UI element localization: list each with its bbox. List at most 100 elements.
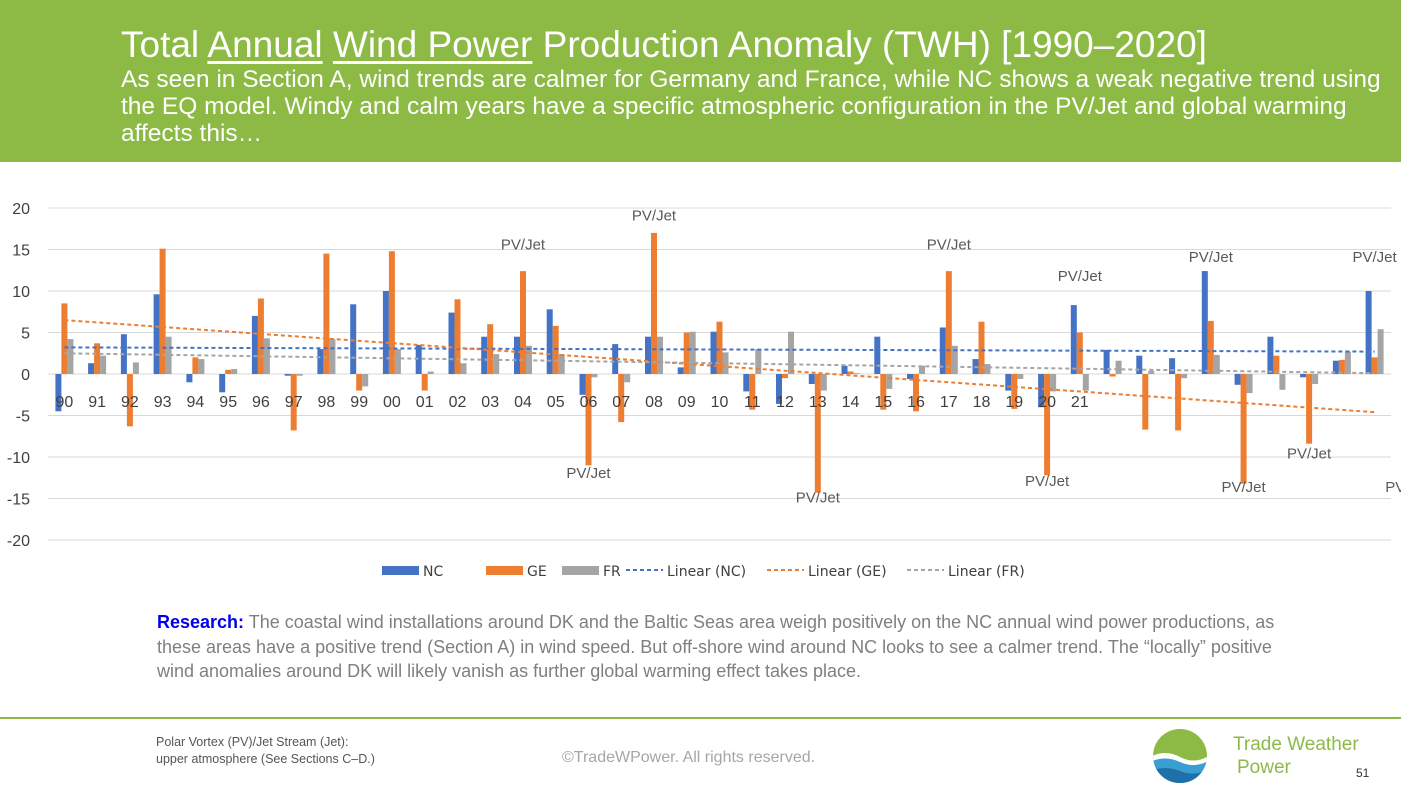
trendline <box>64 352 1375 375</box>
bar-nc <box>382 291 389 374</box>
y-tick-label: 0 <box>21 367 30 384</box>
bar-ge <box>487 324 494 374</box>
trendline <box>64 346 1375 353</box>
anomaly-bar-chart: 20 15 10 5 0 -5 -10 -15 -20 90 91 92 93 94 95 96 97 98 99 0… <box>7 201 1401 580</box>
legend-label: NC <box>423 564 443 580</box>
x-tick-label: 18 <box>973 394 991 411</box>
x-tick-label: 13 <box>809 394 827 411</box>
bar-nc <box>645 336 651 374</box>
x-tick-label: 08 <box>645 394 663 411</box>
pvjet-annotation: PV/Jet <box>1287 446 1332 463</box>
bar-fr <box>460 363 467 374</box>
bar-nc <box>579 374 586 395</box>
pvjet-annotation: PV/Jet <box>1189 249 1234 266</box>
bar-fr <box>1148 370 1155 374</box>
y-tick-label: 15 <box>12 243 30 260</box>
bar-nc <box>514 336 520 374</box>
x-tick-label: 10 <box>711 394 729 411</box>
bar-fr <box>919 365 925 374</box>
bar-nc <box>186 374 193 383</box>
bar-nc <box>1038 374 1045 408</box>
x-tick-label: 06 <box>580 394 598 411</box>
bar-ge <box>1207 320 1214 374</box>
bar-nc <box>350 304 357 374</box>
bar-ge <box>847 371 854 374</box>
x-tick-label: 20 <box>1038 394 1056 411</box>
bar-fr <box>198 359 205 374</box>
bar-ge <box>1306 374 1313 444</box>
bar-fr <box>689 331 696 374</box>
bar-fr <box>591 374 598 378</box>
title-wind-power: Wind Power <box>332 24 533 65</box>
x-tick-label: 21 <box>1071 394 1089 411</box>
bar-fr <box>1246 374 1253 394</box>
page-number: 51 <box>1356 766 1370 780</box>
y-tick-label: -20 <box>7 533 30 550</box>
bar-ge <box>945 271 952 374</box>
pvjet-annotation: PV/Jet <box>501 237 546 254</box>
x-tick-label: 92 <box>121 394 139 411</box>
bar-nc <box>1070 305 1077 374</box>
bar-nc <box>1267 336 1274 374</box>
bar-fr <box>1115 360 1122 374</box>
bar-ge <box>618 374 625 423</box>
bar-fr <box>820 374 827 391</box>
research-text: The coastal wind installations around DK… <box>157 612 1275 681</box>
bar-nc <box>1365 291 1372 374</box>
bar-ge <box>1338 359 1345 374</box>
x-tick-label: 00 <box>383 394 401 411</box>
bar-nc <box>448 312 455 374</box>
x-tick-label: 04 <box>514 394 532 411</box>
bar-nc <box>710 331 717 374</box>
bar-nc <box>481 336 488 374</box>
legend-label: Linear (GE) <box>808 564 887 580</box>
x-tick-label: 99 <box>350 394 368 411</box>
x-tick-label: 19 <box>1005 394 1023 411</box>
brand-line-2: Power <box>1237 757 1291 778</box>
x-tick-label: 15 <box>874 394 892 411</box>
bar-nc <box>1169 358 1176 374</box>
bar-nc <box>1005 374 1012 391</box>
bar-fr <box>67 339 74 374</box>
x-tick-label: 01 <box>416 394 434 411</box>
bar-fr <box>427 371 434 374</box>
legend-label: Linear (NC) <box>667 564 746 580</box>
bar-fr <box>1279 374 1286 390</box>
bar-fr <box>132 362 139 374</box>
footnote-line-1: Polar Vortex (PV)/Jet Stream (Jet): <box>156 735 349 749</box>
bar-fr <box>1017 374 1024 379</box>
bar-ge <box>880 374 887 410</box>
brand-name: Trade Weather Power <box>1233 733 1359 779</box>
bar-fr <box>558 354 565 374</box>
y-tick-label: -5 <box>16 409 30 426</box>
bar-ge <box>1011 374 1018 409</box>
x-tick-label: 95 <box>219 394 237 411</box>
bar-fr <box>165 336 172 374</box>
bar-ge <box>126 374 133 427</box>
bar-nc <box>1332 360 1339 374</box>
bar-nc <box>546 309 553 374</box>
y-tick-label: -15 <box>7 492 30 509</box>
x-tick-label: 90 <box>56 394 74 411</box>
bar-nc <box>841 365 848 374</box>
bar-nc <box>251 315 258 374</box>
bar-ge <box>1109 374 1116 377</box>
bar-fr <box>362 374 369 387</box>
bar-ge <box>814 374 821 493</box>
legend-swatch <box>382 566 419 575</box>
bar-fr <box>951 345 958 374</box>
x-tick-label: 12 <box>776 394 794 411</box>
bar-ge <box>683 332 690 374</box>
bar-ge <box>454 299 461 374</box>
bar-ge <box>1076 332 1083 374</box>
pvjet-annotation: PV/Jet <box>1353 249 1398 266</box>
bar-nc <box>1201 271 1208 374</box>
footnote-line-2: upper atmosphere (See Sections C–D.) <box>156 752 375 766</box>
x-tick-label: 17 <box>940 394 958 411</box>
bar-nc <box>1234 374 1241 385</box>
bar-nc <box>907 374 913 379</box>
title-annual: Annual <box>207 24 323 65</box>
research-note: Research: The coastal wind installations… <box>157 610 1287 684</box>
x-tick-label: 16 <box>907 394 925 411</box>
bar-nc <box>1136 355 1143 374</box>
